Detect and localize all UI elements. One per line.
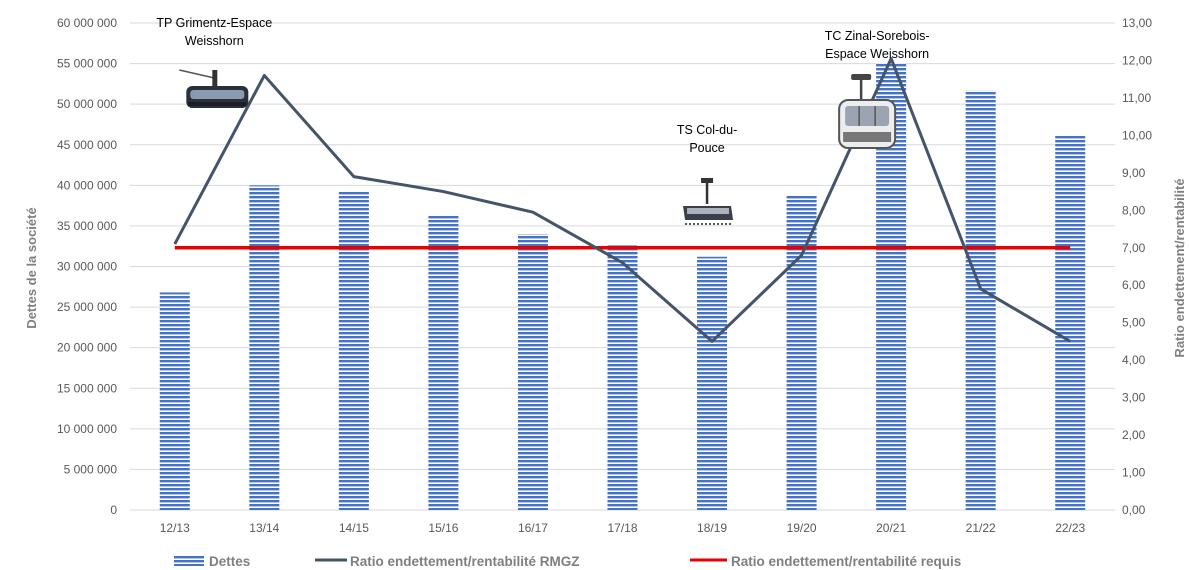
y-tick-label: 35 000 000 bbox=[57, 219, 117, 233]
y2-tick-label: 5,00 bbox=[1122, 316, 1146, 330]
y2-tick-label: 12,00 bbox=[1122, 53, 1152, 67]
y2-tick-label: 13,00 bbox=[1122, 16, 1152, 30]
y-tick-label: 55 000 000 bbox=[57, 57, 117, 71]
bar-dettes bbox=[966, 90, 996, 510]
legend-label-required: Ratio endettement/rentabilité requis bbox=[731, 554, 961, 569]
bar-dettes bbox=[1055, 135, 1085, 510]
legend-swatch-dettes bbox=[174, 555, 204, 566]
x-tick-label: 19/20 bbox=[787, 521, 817, 535]
y2-tick-label: 3,00 bbox=[1122, 391, 1146, 405]
x-axis: 12/13 13/14 14/15 15/16 16/17 17/18 18/19 19/20… bbox=[160, 521, 1086, 535]
bar-dettes bbox=[160, 292, 190, 510]
x-tick-label: 22/23 bbox=[1055, 521, 1085, 535]
bars-dettes bbox=[160, 64, 1085, 510]
y2-tick-label: 7,00 bbox=[1122, 241, 1146, 255]
gondola-cabin-icon bbox=[179, 70, 248, 108]
y-tick-label: 0 bbox=[110, 503, 117, 517]
y2-tick-label: 10,00 bbox=[1122, 128, 1152, 142]
bar-dettes bbox=[339, 191, 369, 510]
annotation-label: Espace Weisshorn bbox=[825, 47, 929, 61]
y-tick-label: 10 000 000 bbox=[57, 422, 117, 436]
y2-tick-label: 2,00 bbox=[1122, 428, 1146, 442]
x-tick-label: 16/17 bbox=[518, 521, 548, 535]
y-axis-right: 0,00 1,00 2,00 3,00 4,00 5,00 6,00 7,00 8,00 9,00… bbox=[1122, 16, 1152, 517]
bar-dettes bbox=[697, 257, 727, 510]
annotation-label: Pouce bbox=[689, 141, 724, 155]
x-tick-label: 18/19 bbox=[697, 521, 727, 535]
y-axis-title: Dettes de la société bbox=[24, 207, 39, 328]
y2-tick-label: 1,00 bbox=[1122, 466, 1146, 480]
y2-axis-title: Ratio endettement/rentabilité bbox=[1172, 178, 1187, 357]
bar-dettes bbox=[608, 245, 638, 510]
y-axis-left: 0 5 000 000 10 000 000 15 000 000 20 000 000… bbox=[57, 16, 117, 517]
annotation-label: TS Col-du- bbox=[677, 123, 737, 137]
bar-dettes bbox=[428, 215, 458, 510]
y-tick-label: 20 000 000 bbox=[57, 341, 117, 355]
x-tick-label: 13/14 bbox=[249, 521, 279, 535]
legend-label-dettes: Dettes bbox=[209, 554, 250, 569]
y-tick-label: 45 000 000 bbox=[57, 138, 117, 152]
y-tick-label: 5 000 000 bbox=[64, 462, 118, 476]
x-tick-label: 14/15 bbox=[339, 521, 369, 535]
y-tick-label: 60 000 000 bbox=[57, 16, 117, 30]
bar-dettes bbox=[518, 234, 548, 510]
y-tick-label: 40 000 000 bbox=[57, 178, 117, 192]
y2-tick-label: 8,00 bbox=[1122, 203, 1146, 217]
x-tick-label: 21/22 bbox=[966, 521, 996, 535]
y2-tick-label: 11,00 bbox=[1122, 91, 1151, 105]
x-tick-label: 17/18 bbox=[607, 521, 637, 535]
y2-tick-label: 6,00 bbox=[1122, 278, 1146, 292]
y2-tick-label: 9,00 bbox=[1122, 166, 1146, 180]
legend-label-rmgz: Ratio endettement/rentabilité RMGZ bbox=[350, 554, 580, 569]
y-tick-label: 50 000 000 bbox=[57, 97, 117, 111]
y-tick-label: 15 000 000 bbox=[57, 381, 117, 395]
bar-dettes bbox=[787, 196, 817, 510]
x-tick-label: 15/16 bbox=[428, 521, 458, 535]
y-tick-label: 25 000 000 bbox=[57, 300, 117, 314]
annotation-label: Weisshorn bbox=[185, 34, 244, 48]
y2-tick-label: 0,00 bbox=[1122, 503, 1146, 517]
annotation-label: TC Zinal-Sorebois- bbox=[825, 29, 930, 43]
x-tick-label: 20/21 bbox=[876, 521, 906, 535]
legend: Dettes Ratio endettement/rentabilité RMG… bbox=[174, 554, 961, 569]
x-tick-label: 12/13 bbox=[160, 521, 190, 535]
bar-dettes bbox=[249, 185, 279, 510]
y2-tick-label: 4,00 bbox=[1122, 353, 1146, 367]
y-tick-label: 30 000 000 bbox=[57, 260, 117, 274]
annotation-label: TP Grimentz-Espace bbox=[156, 16, 272, 30]
